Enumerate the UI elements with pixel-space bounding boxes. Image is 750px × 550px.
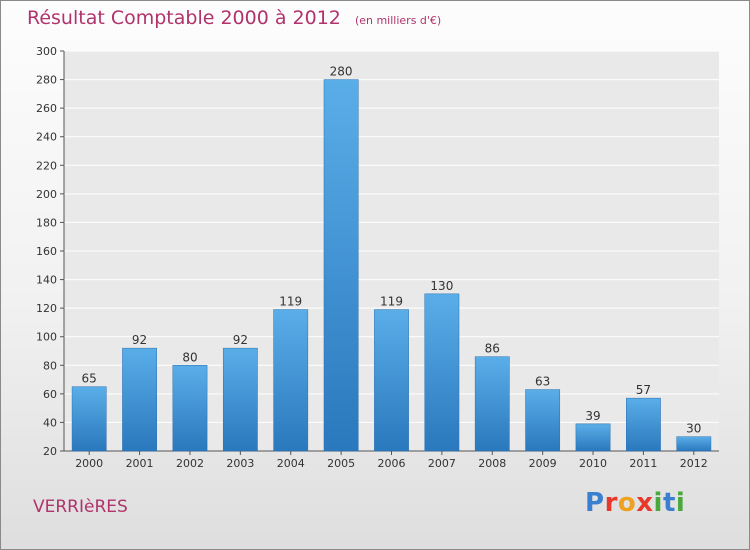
x-tick-label: 2008 [478,457,506,470]
x-tick-label: 2006 [378,457,406,470]
x-tick-label: 2007 [428,457,456,470]
y-tick-label: 140 [36,274,57,287]
x-tick-label: 2004 [277,457,305,470]
logo-letter: i [675,488,686,518]
logo-letter: x [636,488,654,518]
data-label: 92 [132,333,147,347]
bar [474,356,510,452]
bar [71,386,107,452]
x-tick-label: 2012 [680,457,708,470]
x-tick-label: 2000 [75,457,103,470]
data-label: 39 [585,409,600,423]
bar [222,347,258,452]
y-tick-label: 80 [43,359,57,372]
x-tick-label: 2005 [327,457,355,470]
bar [323,79,359,452]
y-tick-label: 180 [36,216,57,229]
y-tick-label: 60 [43,388,57,401]
x-tick-label: 2010 [579,457,607,470]
y-tick-label: 200 [36,188,57,201]
data-label: 119 [279,295,302,309]
y-tick-label: 220 [36,159,57,172]
x-tick-label: 2009 [529,457,557,470]
bar [172,365,208,452]
bar [122,347,157,452]
bar [273,309,309,452]
y-tick-label: 100 [36,331,57,344]
logo-letter: t [662,488,676,518]
x-tick-label: 2002 [176,457,204,470]
data-label: 92 [233,333,248,347]
bar [525,389,561,452]
data-label: 57 [636,383,651,397]
logo-letter: r [604,488,618,518]
y-tick-label: 260 [36,102,57,115]
logo-letter: i [653,488,663,518]
y-tick-label: 120 [36,302,57,315]
bar [424,293,460,452]
bar [575,423,611,452]
bar [374,309,409,452]
y-tick-label: 20 [43,445,57,458]
data-label: 130 [430,279,453,293]
y-tick-label: 40 [43,416,57,429]
data-label: 119 [380,295,403,309]
title-text: Résultat Comptable 2000 à 2012 [27,7,341,29]
y-tick-label: 280 [36,74,57,87]
title-unit: (en milliers d'€) [354,14,442,27]
bar [626,397,661,452]
data-label: 80 [182,350,197,364]
data-label: 30 [686,422,701,436]
logo-letter: o [617,488,637,518]
logo-letter: P [585,488,605,518]
y-tick-label: 300 [36,45,57,58]
data-label: 86 [485,342,500,356]
proxiti-logo: Proxiti [585,488,685,518]
place-name: VERRIèRES [33,497,128,517]
data-label: 65 [82,372,97,386]
x-tick-label: 2001 [126,457,154,470]
x-tick-label: 2003 [226,457,254,470]
x-tick-label: 2011 [629,457,657,470]
bar [676,436,712,452]
y-tick-label: 240 [36,131,57,144]
chart-title: Résultat Comptable 2000 à 2012 (en milli… [27,7,441,29]
data-label: 280 [330,65,353,79]
data-label: 63 [535,375,550,389]
y-tick-label: 160 [36,245,57,258]
